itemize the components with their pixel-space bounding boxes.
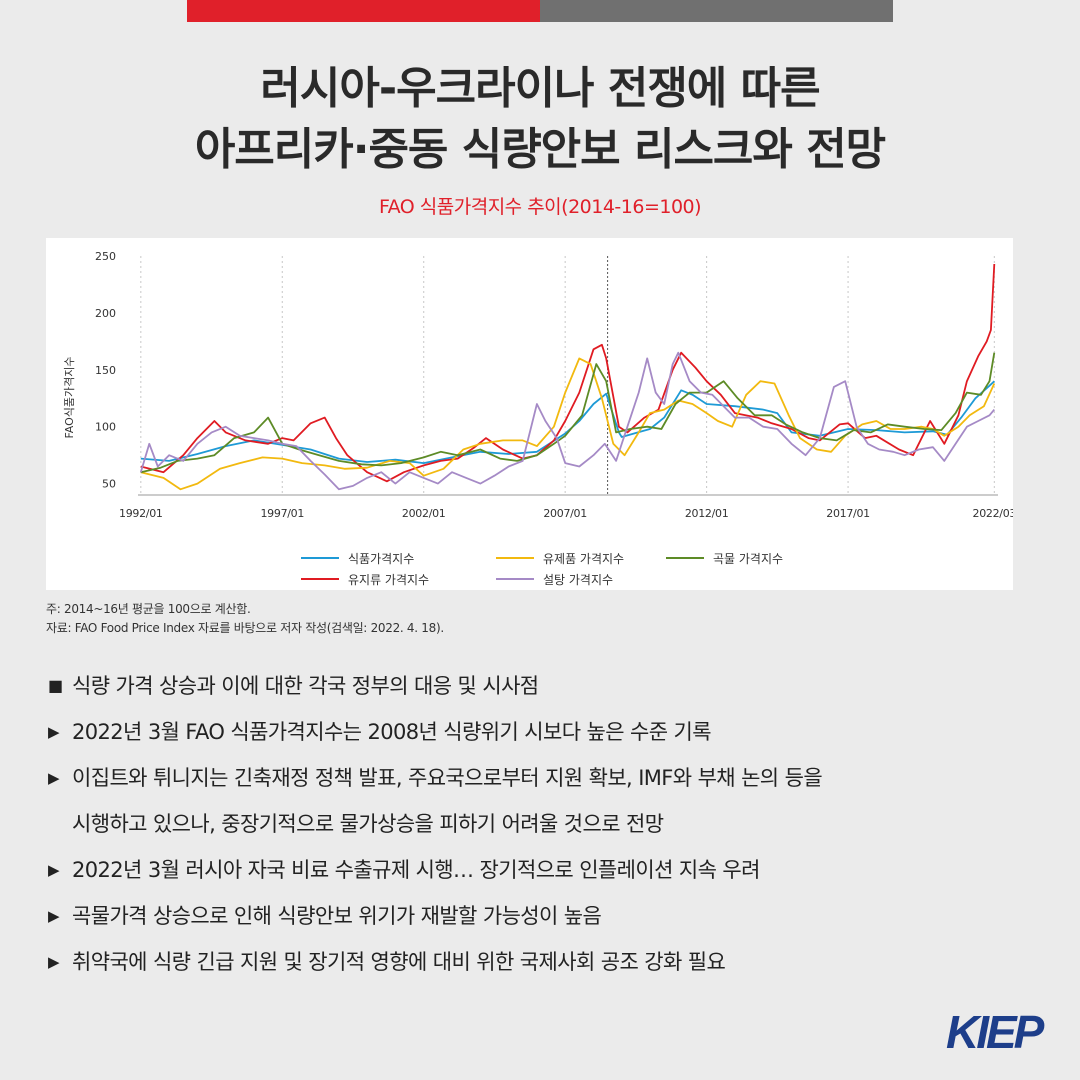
bullet-item-continuation: 시행하고 있으나, 중장기적으로 물가상승을 피하기 어려울 것으로 전망 <box>46 802 1056 846</box>
bullet-heading-text: 식량 가격 상승과 이에 대한 각국 정부의 대응 및 시사점 <box>72 674 539 698</box>
triangle-bullet-icon: ▶ <box>48 861 60 879</box>
legend-label-dairy: 유제품 가격지수 <box>543 552 625 566</box>
square-bullet-icon: ■ <box>48 676 63 695</box>
title-line-2: 아프리카·중동 식량안보 리스크와 전망 <box>194 124 886 175</box>
y-tick-label: 50 <box>102 478 116 491</box>
fao-price-chart: 250 200 150 100 50 1992/01 1997/01 2002/01 2007/… <box>63 250 1013 520</box>
series-line <box>140 352 996 474</box>
chart-panel: 250 200 150 100 50 1992/01 1997/01 2002/01 2007/… <box>46 238 1013 590</box>
legend-label-oils: 유지류 가격지수 <box>348 573 430 587</box>
bullet-item-text: 곡물가격 상승으로 인해 식량안보 위기가 재발할 가능성이 높음 <box>72 904 602 928</box>
bullet-item: ▶ 곡물가격 상승으로 인해 식량안보 위기가 재발할 가능성이 높음 <box>46 894 1056 938</box>
legend-swatch-dairy <box>496 557 534 559</box>
bullet-item: ▶ 2022년 3월 러시아 자국 비료 수출규제 시행… 장기적으로 인플레이… <box>46 848 1056 892</box>
kiep-logo: KIEP <box>946 1007 1048 1055</box>
bullet-item: ▶ 2022년 3월 FAO 식품가격지수는 2008년 식량위기 시보다 높은… <box>46 710 1056 754</box>
top-accent-bar-red <box>187 0 540 22</box>
x-tick-label: 1997/01 <box>260 507 304 520</box>
top-accent-bar-gray <box>540 0 893 22</box>
series-line <box>140 357 996 491</box>
x-tick-label: 2022/03 <box>973 507 1013 520</box>
legend-label-cereals: 곡물 가격지수 <box>713 552 784 566</box>
y-axis-title: FAO식품가격지수 <box>63 356 76 438</box>
x-tick-label: 2017/01 <box>826 507 870 520</box>
legend-label-food: 식품가격지수 <box>348 552 415 566</box>
bullet-item-text: 2022년 3월 러시아 자국 비료 수출규제 시행… 장기적으로 인플레이션 … <box>72 858 760 882</box>
legend-swatch-cereals <box>666 557 704 559</box>
triangle-bullet-icon: ▶ <box>48 769 60 787</box>
series-line <box>139 351 995 491</box>
x-tick-label: 2002/01 <box>402 507 446 520</box>
bullet-list: ■ 식량 가격 상승과 이에 대한 각국 정부의 대응 및 시사점 ▶ 2022… <box>46 664 1056 986</box>
series-line <box>140 380 995 465</box>
chart-note: 주: 2014~16년 평균을 100으로 계산함. <box>46 602 251 616</box>
y-tick-label: 100 <box>95 421 116 434</box>
series-line <box>140 263 996 483</box>
legend-swatch-sugar <box>496 578 534 580</box>
y-tick-label: 250 <box>95 250 116 263</box>
triangle-bullet-icon: ▶ <box>48 953 60 971</box>
bullet-item-text: 2022년 3월 FAO 식품가격지수는 2008년 식량위기 시보다 높은 수… <box>72 720 712 744</box>
y-tick-label: 150 <box>95 364 116 377</box>
bullet-item: ▶ 취약국에 식량 긴급 지원 및 장기적 영향에 대비 위한 국제사회 공조 … <box>46 940 1056 984</box>
chart-subtitle: FAO 식품가격지수 추이(2014-16=100) <box>378 196 702 218</box>
x-tick-label: 2007/01 <box>543 507 587 520</box>
x-tick-label: 2012/01 <box>685 507 729 520</box>
y-tick-label: 200 <box>95 307 116 320</box>
x-tick-label: 1992/01 <box>119 507 163 520</box>
triangle-bullet-icon: ▶ <box>48 907 60 925</box>
kiep-logo-text: KIEP <box>946 1007 1045 1055</box>
chart-source: 자료: FAO Food Price Index 자료를 바탕으로 저자 작성(… <box>46 621 444 635</box>
bullet-item: ▶ 이집트와 튀니지는 긴축재정 정책 발표, 주요국으로부터 지원 확보, I… <box>46 756 1056 800</box>
bullet-heading: ■ 식량 가격 상승과 이에 대한 각국 정부의 대응 및 시사점 <box>46 664 1056 708</box>
chart-notes: 주: 2014~16년 평균을 100으로 계산함. 자료: FAO Food … <box>46 600 1036 638</box>
triangle-bullet-icon: ▶ <box>48 723 60 741</box>
bullet-item-text: 취약국에 식량 긴급 지원 및 장기적 영향에 대비 위한 국제사회 공조 강화… <box>72 950 726 974</box>
legend-swatch-food <box>301 557 339 559</box>
page-title: 러시아-우크라이나 전쟁에 따른 아프리카·중동 식량안보 리스크와 전망 <box>0 58 1080 180</box>
chart-legend: 식품가격지수 유지류 가격지수 유제품 가격지수 설탕 가격지수 곡물 가격지수 <box>46 544 1013 590</box>
bullet-item-text: 시행하고 있으나, 중장기적으로 물가상승을 피하기 어려울 것으로 전망 <box>72 812 664 836</box>
legend-label-sugar: 설탕 가격지수 <box>543 573 614 587</box>
bullet-item-text: 이집트와 튀니지는 긴축재정 정책 발표, 주요국으로부터 지원 확보, IMF… <box>72 766 823 790</box>
legend-swatch-oils <box>301 578 339 580</box>
title-line-1: 러시아-우크라이나 전쟁에 따른 <box>260 63 820 114</box>
